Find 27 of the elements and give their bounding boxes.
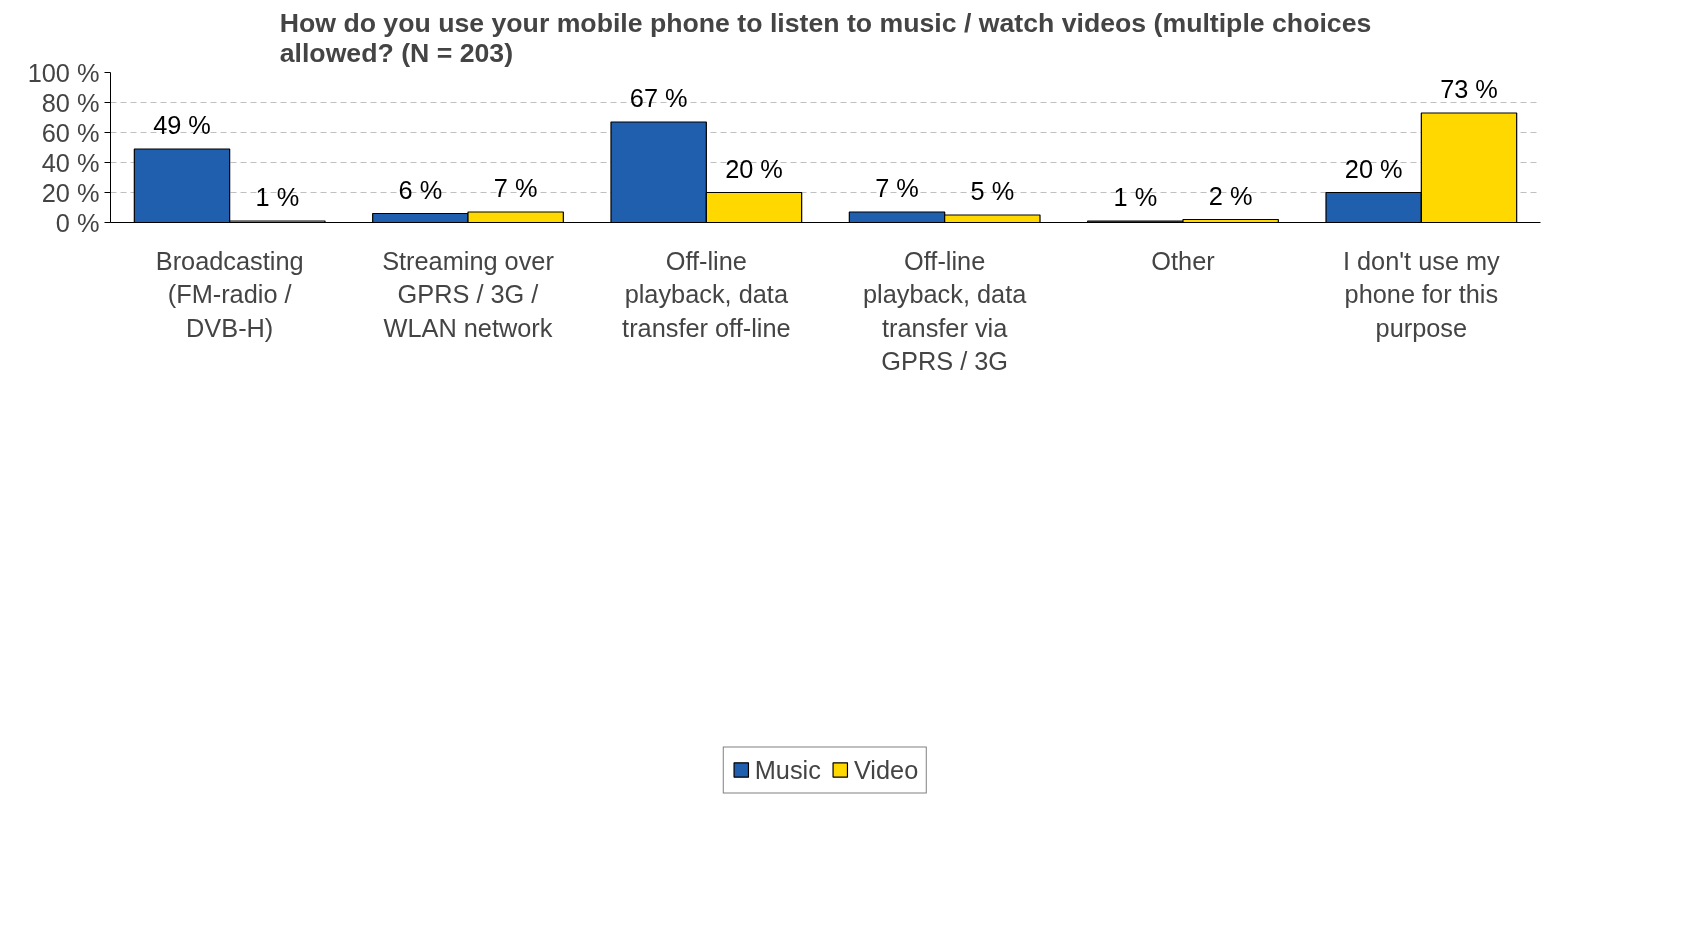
x-tick-label: Streaming over GPRS / 3G / WLAN network xyxy=(382,246,555,342)
y-tick-label: 100 % xyxy=(27,58,100,87)
y-tick-label: 40 % xyxy=(41,148,100,177)
y-tick-label: 80 % xyxy=(41,88,100,117)
x-tick-label: Other xyxy=(1151,246,1216,275)
data-label: 1 % xyxy=(1113,183,1158,211)
data-label: 20 % xyxy=(725,154,783,183)
data-label: 73 % xyxy=(1440,75,1498,103)
chart-title: How do you use your mobile phone to listen to music / watch videos (multiple choices allowed? (N = 203) xyxy=(279,7,1372,68)
data-label: 1 % xyxy=(255,183,300,211)
data-label: 49 % xyxy=(153,111,211,139)
y-tick-label: 60 % xyxy=(41,118,100,147)
y-tick-label: 0 % xyxy=(55,208,100,237)
data-label: 67 % xyxy=(629,84,688,112)
data-label: 2 % xyxy=(1208,181,1253,210)
data-label: 6 % xyxy=(398,175,443,204)
x-tick-label: Off-line playback, data transfer off-line xyxy=(622,246,791,342)
legend-label: Video xyxy=(853,755,919,785)
x-tick-label: Off-line playback, data transfer via GPRS / 3G xyxy=(863,246,1028,376)
x-tick-label: I don't use my phone for this purpose xyxy=(1342,246,1501,342)
y-tick-label: 20 % xyxy=(41,178,100,207)
data-label: 7 % xyxy=(493,174,538,202)
data-label: 7 % xyxy=(875,174,919,202)
x-tick-label: Broadcasting (FM-radio / DVB-H) xyxy=(155,246,304,342)
data-label: 5 % xyxy=(970,177,1015,205)
data-label: 20 % xyxy=(1344,154,1403,183)
legend-label: Music xyxy=(754,755,821,785)
